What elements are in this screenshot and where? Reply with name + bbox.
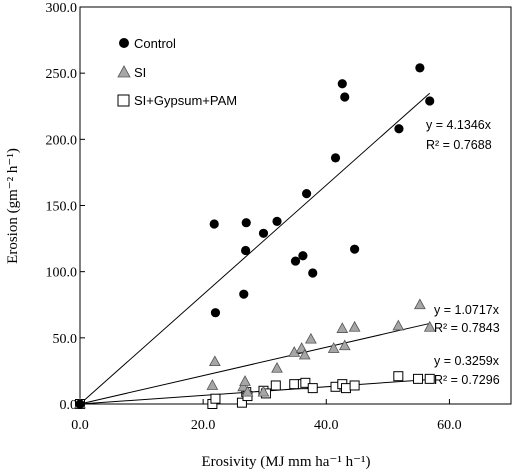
- point-control: [415, 63, 425, 73]
- equation-si-gypsum-pam: y = 0.3259x R² = 0.7296: [434, 354, 500, 387]
- point-si: [338, 339, 351, 351]
- point-si: [423, 320, 436, 332]
- point-si-gypsum-pam: [289, 379, 300, 390]
- equation-control: y = 4.1346x R² = 0.7688: [426, 118, 492, 152]
- data-points: [74, 63, 436, 409]
- x-tick-label: 40.0: [314, 418, 339, 433]
- point-control: [272, 216, 282, 226]
- equation-text-si-gypsum-pam: y = 0.3259x: [434, 354, 500, 368]
- point-si: [208, 355, 221, 367]
- point-control: [241, 245, 251, 256]
- legend-label-si: SI: [134, 65, 146, 80]
- point-si: [237, 380, 250, 392]
- point-si-gypsum-pam: [307, 383, 318, 394]
- trendlines: [79, 92, 431, 405]
- trendline-si-gypsum-pam: [79, 379, 430, 405]
- y-axis-ticks: 0.0 50.0 100.0 150.0 200.0 250.0 300.0: [46, 1, 85, 413]
- point-control: [337, 79, 347, 89]
- legend-marker-si: [117, 65, 131, 78]
- point-si-gypsum-pam: [340, 383, 351, 394]
- x-tick-label: 0.0: [71, 418, 89, 433]
- y-tick-label: 50.0: [53, 332, 78, 347]
- x-tick-label: 20.0: [191, 418, 216, 433]
- legend-label-control: Control: [134, 36, 176, 51]
- y-tick-label: 150.0: [46, 200, 78, 215]
- y-tick-label: 300.0: [46, 1, 78, 16]
- equation-text-si: y = 1.0717x: [434, 303, 500, 317]
- point-control: [298, 251, 308, 261]
- point-control: [330, 153, 341, 163]
- point-control: [350, 244, 360, 254]
- point-si: [348, 320, 361, 332]
- point-si-gypsum-pam: [424, 373, 435, 384]
- point-si-gypsum-pam: [413, 373, 424, 384]
- x-tick-label: 60.0: [437, 418, 462, 433]
- point-control: [239, 289, 249, 299]
- y-tick-label: 200.0: [46, 133, 78, 148]
- r2-text-control: R² = 0.7688: [426, 138, 492, 152]
- point-control: [308, 268, 318, 278]
- equation-text-control: y = 4.1346x: [426, 118, 492, 132]
- y-tick-label: 250.0: [46, 67, 78, 82]
- x-axis-title: Erosivity (MJ mm ha⁻¹ h⁻¹): [202, 454, 371, 470]
- legend-marker-si-gypsum-pam: [117, 94, 130, 107]
- point-si: [336, 322, 349, 333]
- legend-label-si-gypsum-pam: SI+Gypsum+PAM: [134, 93, 237, 108]
- point-si-gypsum-pam: [236, 397, 247, 408]
- point-control: [425, 96, 435, 106]
- point-si: [327, 342, 340, 353]
- equation-si: y = 1.0717x R² = 0.7843: [434, 303, 500, 335]
- point-control: [209, 219, 219, 229]
- point-control: [290, 256, 301, 266]
- point-si-gypsum-pam: [393, 371, 404, 382]
- r2-text-si-gypsum-pam: R² = 0.7296: [434, 373, 500, 387]
- point-control: [301, 188, 312, 199]
- point-control: [210, 308, 221, 318]
- point-control: [340, 92, 350, 102]
- legend-marker-control: [119, 38, 129, 48]
- point-si: [206, 379, 219, 390]
- trendline-control: [79, 92, 431, 405]
- point-si-gypsum-pam: [300, 377, 311, 388]
- r2-text-si: R² = 0.7843: [434, 321, 500, 335]
- point-si: [239, 375, 251, 386]
- point-si-gypsum-pam: [210, 393, 221, 404]
- point-control: [258, 228, 269, 238]
- trendline-si: [79, 322, 430, 405]
- legend: Control SI SI+Gypsum+PAM: [117, 36, 237, 108]
- point-si: [305, 332, 317, 344]
- x-axis-ticks: 0.0 20.0 40.0 60.0: [71, 399, 462, 433]
- point-si: [271, 361, 283, 373]
- point-si: [298, 348, 311, 360]
- y-tick-label: 100.0: [46, 266, 78, 281]
- point-si-gypsum-pam: [349, 380, 360, 391]
- point-si: [413, 298, 426, 310]
- y-axis-title: Erosion (gm⁻² h⁻¹): [5, 148, 21, 264]
- point-si-gypsum-pam: [270, 380, 281, 391]
- point-si: [257, 385, 270, 397]
- point-control: [241, 218, 251, 228]
- point-control: [394, 124, 404, 134]
- point-si: [392, 319, 405, 331]
- point-si: [241, 385, 254, 397]
- point-control: [75, 399, 85, 409]
- y-tick-label: 0.0: [60, 398, 78, 413]
